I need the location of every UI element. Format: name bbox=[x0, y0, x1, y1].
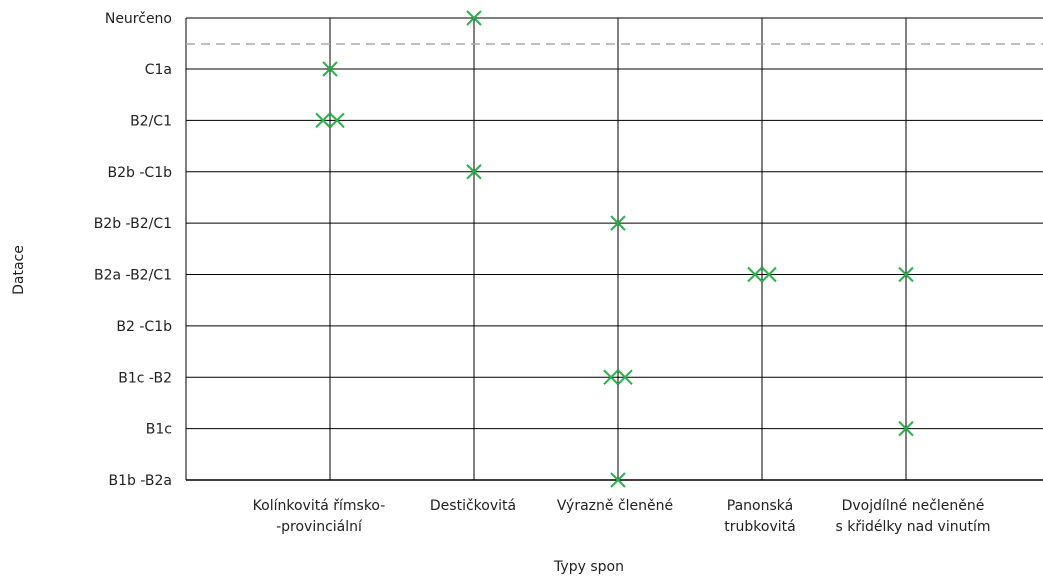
y-tick-label: B2b -C1b bbox=[108, 165, 173, 181]
data-point bbox=[466, 164, 482, 180]
data-point bbox=[898, 420, 914, 437]
y-tick-label: B2b -B2/C1 bbox=[94, 216, 172, 232]
data-point bbox=[322, 61, 338, 77]
data-points bbox=[315, 10, 914, 488]
data-point bbox=[610, 215, 626, 231]
data-point bbox=[466, 10, 482, 26]
x-tick-label: Destičkovitá bbox=[430, 498, 516, 514]
x-tick-label: Kolínkovitá římsko--provinciální bbox=[253, 498, 386, 535]
y-tick-label: B1c bbox=[146, 422, 172, 438]
x-axis-label: Typy spon bbox=[553, 559, 624, 575]
y-tick-label: C1a bbox=[145, 62, 172, 78]
y-tick-label: B2 -C1b bbox=[116, 319, 172, 335]
data-point bbox=[315, 112, 331, 129]
y-tick-label: B2/C1 bbox=[130, 113, 172, 129]
data-point bbox=[747, 266, 763, 283]
y-tick-label: B2a -B2/C1 bbox=[94, 268, 172, 284]
x-tick-label: Dvojdílné nečleněné s křidélky nad vinutí… bbox=[836, 498, 991, 535]
grid bbox=[185, 17, 1043, 481]
y-tick-label: B1b -B2a bbox=[109, 473, 173, 489]
y-tick-label: B1c -B2 bbox=[118, 370, 172, 386]
y-tick-labels: B1b -B2a B1c B1c -B2 B2 -C1b B2a -B2/C1 B2b -… bbox=[94, 11, 172, 489]
data-point bbox=[329, 112, 345, 129]
data-point bbox=[761, 266, 777, 283]
data-point bbox=[617, 369, 633, 385]
y-axis-label: Datace bbox=[11, 245, 27, 295]
x-tick-label: Výrazně členěné bbox=[557, 498, 673, 514]
y-tick-label: Neurčeno bbox=[105, 11, 172, 27]
x-tick-label: Panonská trubkovitá bbox=[724, 498, 795, 535]
data-point bbox=[898, 266, 914, 283]
x-tick-labels: Kolínkovitá římsko--provinciální Destičko… bbox=[253, 498, 991, 535]
data-point bbox=[603, 369, 619, 385]
data-point bbox=[610, 472, 626, 488]
